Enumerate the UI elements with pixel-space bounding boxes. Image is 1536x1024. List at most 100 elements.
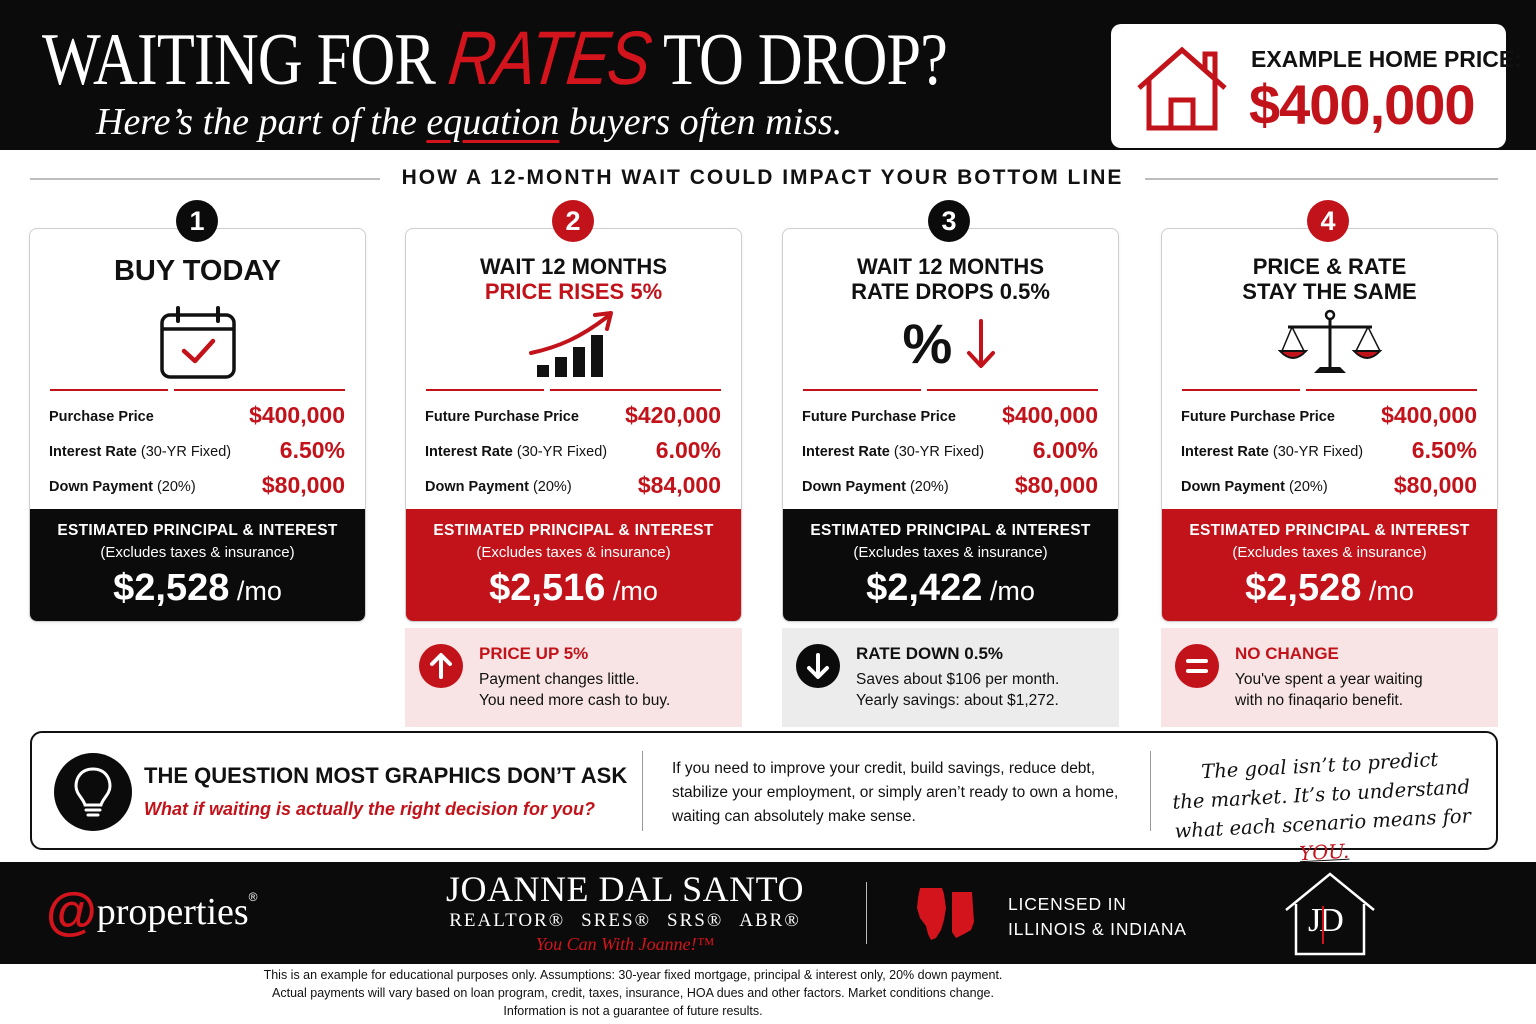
monthly-payment-unit: /mo (605, 576, 658, 606)
note-circle (796, 644, 840, 688)
row-label-suffix: (20%) (528, 479, 572, 495)
card-divider (803, 389, 1098, 391)
scenario-number-badge: 3 (928, 200, 970, 242)
credential: REALTOR® (449, 910, 566, 931)
house-icon (1137, 46, 1227, 131)
scenario-title-line2: RATE DROPS 0.5% (851, 279, 1050, 304)
note-line: Yearly savings: about $1,272. (856, 692, 1059, 709)
payment-panel-subtitle: (Excludes taxes & insurance) (100, 544, 295, 561)
monthly-payment-unit: /mo (982, 576, 1035, 606)
row-label-main: Interest Rate (425, 444, 513, 460)
monthly-payment-amount: $2,422 (866, 567, 983, 609)
row-label: Interest Rate (30-YR Fixed) (49, 444, 231, 460)
interest-rate-row: Interest Rate (30-YR Fixed) 6.50% (49, 436, 345, 464)
brokerage-logo: @properties® (46, 886, 258, 938)
payment-panel-title: ESTIMATED PRINCIPAL & INTEREST (57, 522, 338, 539)
question-box: THE QUESTION MOST GRAPHICS DON’T ASK Wha… (30, 731, 1498, 865)
row-label-main: Down Payment (49, 479, 153, 495)
scenario-title: WAIT 12 MONTHS RATE DROPS 0.5% (783, 254, 1118, 304)
credential: SRS® (667, 910, 724, 931)
scenario-note-no-change: NO CHANGE You've spent a year waiting wi… (1161, 628, 1498, 727)
equals-icon (1186, 659, 1208, 673)
payment-panel-subtitle: (Excludes taxes & insurance) (1232, 544, 1427, 561)
note-body: You've spent a year waiting with no fina… (1235, 669, 1423, 711)
monthly-payment: $2,422 /mo (783, 567, 1118, 610)
row-value: $400,000 (1381, 402, 1477, 428)
license-line: LICENSED IN (1008, 894, 1127, 914)
monthly-payment-amount: $2,516 (489, 567, 606, 609)
monthly-payment-amount: $2,528 (113, 567, 230, 609)
row-label: Down Payment (20%) (802, 479, 949, 495)
note-circle (419, 644, 463, 688)
interest-rate-row: Interest Rate (30-YR Fixed) 6.00% (802, 436, 1098, 464)
question-divider (1150, 751, 1151, 831)
jd-monogram-logo: JD (1282, 870, 1378, 956)
row-label-suffix: (30-YR Fixed) (1268, 444, 1364, 460)
note-title: PRICE UP 5% (479, 644, 589, 663)
row-label: Down Payment (20%) (425, 479, 572, 495)
row-value: $80,000 (1014, 472, 1098, 498)
row-label: Down Payment (20%) (49, 479, 196, 495)
payment-panel-subtitle: (Excludes taxes & insurance) (853, 544, 1048, 561)
purchase-price-row: Purchase Price $400,000 (49, 401, 345, 429)
row-label-suffix: (30-YR Fixed) (136, 444, 232, 460)
row-label-suffix: (30-YR Fixed) (889, 444, 985, 460)
row-label-main: Future Purchase Price (425, 409, 579, 425)
monthly-payment-unit: /mo (1361, 576, 1414, 606)
row-label-main: Interest Rate (1181, 444, 1269, 460)
row-value: $400,000 (1002, 402, 1098, 428)
row-label-main: Future Purchase Price (1181, 409, 1335, 425)
note-title: RATE DOWN 0.5% (856, 644, 1004, 663)
page-title: WAITING FOR RATES TO DROP? (42, 16, 948, 101)
illinois-indiana-map-icon (917, 888, 974, 940)
note-line: with no finaqario benefit. (1235, 692, 1404, 709)
down-payment-row: Down Payment (20%) $80,000 (802, 471, 1098, 499)
lightbulb-icon (54, 753, 132, 831)
handwritten-quote: The goal isn’t to predict the market. It… (1159, 743, 1485, 876)
payment-panel-title: ESTIMATED PRINCIPAL & INTEREST (433, 522, 714, 539)
scenario-title-line1: WAIT 12 MONTHS (856, 254, 1044, 279)
agent-name: JOANNE DAL SANTO (446, 869, 804, 909)
page-subtitle: Here’s the part of the equation buyers o… (96, 100, 842, 144)
row-value: 6.50% (1411, 437, 1477, 463)
agent-block: JOANNE DAL SANTO REALTOR® SRES® SRS® ABR® Y… (440, 868, 810, 955)
card-divider (50, 389, 345, 391)
title-part: WAITING FOR (42, 19, 450, 101)
row-value: 6.00% (1032, 437, 1098, 463)
scenario-title-line1: WAIT 12 MONTHS (479, 254, 667, 279)
row-label-suffix: (20%) (152, 479, 196, 495)
license-text: LICENSED IN ILLINOIS & INDIANA (1008, 892, 1187, 942)
note-line: Saves about $106 per month. (856, 671, 1060, 688)
card-divider (426, 389, 721, 391)
row-label-main: Down Payment (425, 479, 529, 495)
down-payment-row: Down Payment (20%) $80,000 (49, 471, 345, 499)
interest-rate-row: Interest Rate (30-YR Fixed) 6.00% (425, 436, 721, 464)
note-body: Saves about $106 per month. Yearly savin… (856, 669, 1059, 711)
logo-text: properties (96, 891, 249, 933)
payment-panel: ESTIMATED PRINCIPAL & INTEREST (Excludes… (783, 509, 1118, 621)
row-value: $84,000 (637, 472, 721, 498)
purchase-price-row: Future Purchase Price $420,000 (425, 401, 721, 429)
monthly-payment: $2,516 /mo (406, 567, 741, 610)
row-label-main: Purchase Price (49, 409, 154, 425)
row-label: Future Purchase Price (802, 409, 956, 425)
percent-glyph: % (902, 312, 953, 375)
monthly-payment: $2,528 /mo (30, 567, 365, 610)
note-circle (1175, 644, 1219, 688)
row-value: $400,000 (249, 402, 345, 428)
arrow-up-icon (430, 653, 452, 679)
scenario-note-price-up: PRICE UP 5% Payment changes little. You … (405, 628, 742, 727)
row-label: Future Purchase Price (425, 409, 579, 425)
payment-panel-subtitle: (Excludes taxes & insurance) (476, 544, 671, 561)
subtitle-accent-equation: equation (426, 101, 560, 143)
scenario-number-badge: 4 (1307, 200, 1349, 242)
question-title: THE QUESTION MOST GRAPHICS DON’T ASK (144, 763, 628, 788)
row-label-main: Interest Rate (49, 444, 137, 460)
section-rule-left (30, 178, 380, 180)
example-price-label: EXAMPLE HOME PRICE: (1251, 46, 1522, 72)
payment-panel: ESTIMATED PRINCIPAL & INTEREST (Excludes… (30, 509, 365, 621)
scenario-card-rate-drops: WAIT 12 MONTHS RATE DROPS 0.5% % Future … (782, 228, 1119, 622)
footer-banner: @properties® JOANNE DAL SANTO REALTOR® SR… (0, 862, 1536, 964)
agent-credentials: REALTOR® SRES® SRS® ABR® (440, 910, 810, 932)
subtitle-part: Here’s the part of the (96, 101, 427, 143)
